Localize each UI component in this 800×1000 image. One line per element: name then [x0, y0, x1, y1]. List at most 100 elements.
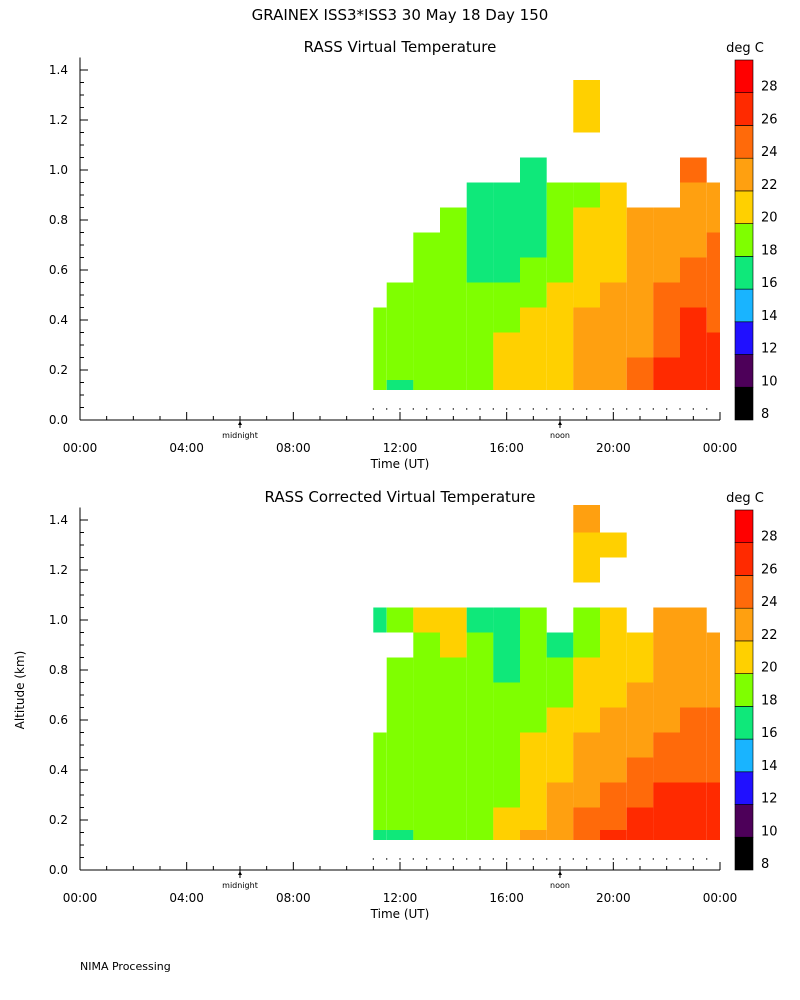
- heatmap-cell: [493, 232, 520, 258]
- heatmap-cell: [520, 682, 547, 708]
- heatmap-cell: [653, 207, 680, 233]
- heatmap-cell: [386, 782, 414, 808]
- heatmap-cell: [413, 607, 440, 633]
- heatmap-cell: [706, 682, 720, 708]
- heatmap-cell: [466, 307, 494, 333]
- heatmap-cell: [573, 830, 600, 840]
- heatmap-cell: [493, 732, 520, 758]
- heatmap-cell: [413, 782, 440, 808]
- heatmap-cell: [386, 307, 414, 333]
- colorbar-swatch: [734, 223, 754, 257]
- x-tick-label: 16:00: [489, 441, 524, 455]
- heatmap-cell: [706, 757, 720, 783]
- heatmap-cell: [706, 830, 720, 840]
- heatmap-cell: [600, 282, 627, 308]
- heatmap-cell: [626, 682, 654, 708]
- heatmap-cell: [706, 632, 720, 658]
- heatmap-cell: [706, 232, 720, 258]
- sample-dot: [386, 858, 388, 860]
- heatmap-cell: [600, 232, 627, 258]
- marker-arrow: [558, 421, 562, 425]
- heatmap-cell: [520, 830, 547, 840]
- y-tick-label: 0.8: [49, 213, 68, 227]
- heatmap-cell: [626, 282, 654, 308]
- heatmap-cell: [680, 357, 707, 380]
- sample-dot: [399, 408, 401, 410]
- heatmap-cell: [520, 607, 547, 633]
- heatmap-cell: [546, 232, 574, 258]
- x-tick-label: 08:00: [276, 441, 311, 455]
- heatmap-cell: [493, 707, 520, 733]
- sample-dot: [626, 408, 628, 410]
- heatmap-cell: [680, 830, 707, 840]
- heatmap-cell: [413, 232, 440, 258]
- colorbar-label: 10: [761, 824, 778, 839]
- heatmap-cell: [573, 607, 600, 633]
- heatmap-cell: [626, 830, 654, 840]
- sample-dot: [599, 858, 601, 860]
- heatmap-cell: [493, 782, 520, 808]
- heatmap-cell: [466, 257, 494, 283]
- colorbar-label: 8: [761, 857, 769, 872]
- colorbar-swatch: [734, 542, 754, 576]
- heatmap-cell: [546, 682, 574, 708]
- x-tick-label: 08:00: [276, 891, 311, 905]
- heatmap-cell: [653, 657, 680, 683]
- x-tick-label: 00:00: [63, 891, 98, 905]
- heatmap-cell: [546, 632, 574, 658]
- colorbar-swatch: [734, 607, 754, 642]
- footer-text: NIMA Processing: [80, 960, 171, 973]
- heatmap-cell: [440, 732, 467, 758]
- x-tick-label: 04:00: [169, 891, 204, 905]
- colorbar-label: 22: [761, 628, 778, 643]
- heatmap-cell: [386, 380, 414, 390]
- heatmap-cell: [680, 207, 707, 233]
- heatmap-cell: [600, 257, 627, 283]
- colorbar-swatch: [734, 92, 754, 126]
- figure-title: GRAINEX ISS3*ISS3 30 May 18 Day 150: [252, 6, 549, 24]
- heatmap-cell: [386, 682, 414, 708]
- heatmap-cell: [706, 282, 720, 308]
- heatmap-cell: [680, 782, 707, 808]
- heatmap-cell: [440, 657, 467, 683]
- heatmap-cell: [653, 282, 680, 308]
- heatmap-cell: [520, 707, 547, 733]
- heatmap-cell: [440, 707, 467, 733]
- heatmap-cell: [653, 807, 680, 830]
- heatmap-cell: [440, 307, 467, 333]
- heatmap-cell: [546, 657, 574, 683]
- heatmap-cell: [546, 380, 574, 390]
- heatmap-cell: [706, 207, 720, 233]
- heatmap-cell: [413, 757, 440, 783]
- heatmap-cell: [600, 807, 627, 830]
- y-tick-label: 1.0: [49, 613, 68, 627]
- heatmap-cell: [680, 157, 707, 183]
- panel2-ylabel: Altitude (km): [13, 651, 27, 730]
- heatmap-cell: [573, 732, 600, 758]
- heatmap-cell: [626, 632, 654, 658]
- heatmap-cell: [520, 807, 547, 830]
- heatmap-cell: [680, 607, 707, 633]
- heatmap-cell: [440, 807, 467, 830]
- colorbar-swatch: [734, 804, 754, 838]
- colorbar-swatch: [734, 190, 754, 224]
- heatmap-cell: [440, 682, 467, 708]
- heatmap-cell: [373, 607, 387, 633]
- colorbar-swatch: [734, 256, 754, 290]
- x-tick-label: 20:00: [596, 441, 631, 455]
- x-tick-label: 00:00: [63, 441, 98, 455]
- heatmap-cell: [600, 632, 627, 658]
- sample-dot: [679, 408, 681, 410]
- sample-dot: [706, 408, 708, 410]
- heatmap-cell: [573, 657, 600, 683]
- sample-dot: [479, 408, 481, 410]
- sample-dot: [519, 858, 521, 860]
- heatmap-cell: [493, 607, 520, 633]
- panel1-title: RASS Virtual Temperature: [304, 38, 497, 56]
- heatmap-cell: [466, 182, 494, 208]
- noon-label: noon: [550, 881, 570, 890]
- heatmap-cell: [413, 707, 440, 733]
- sample-dot: [692, 858, 694, 860]
- heatmap-cell: [493, 830, 520, 840]
